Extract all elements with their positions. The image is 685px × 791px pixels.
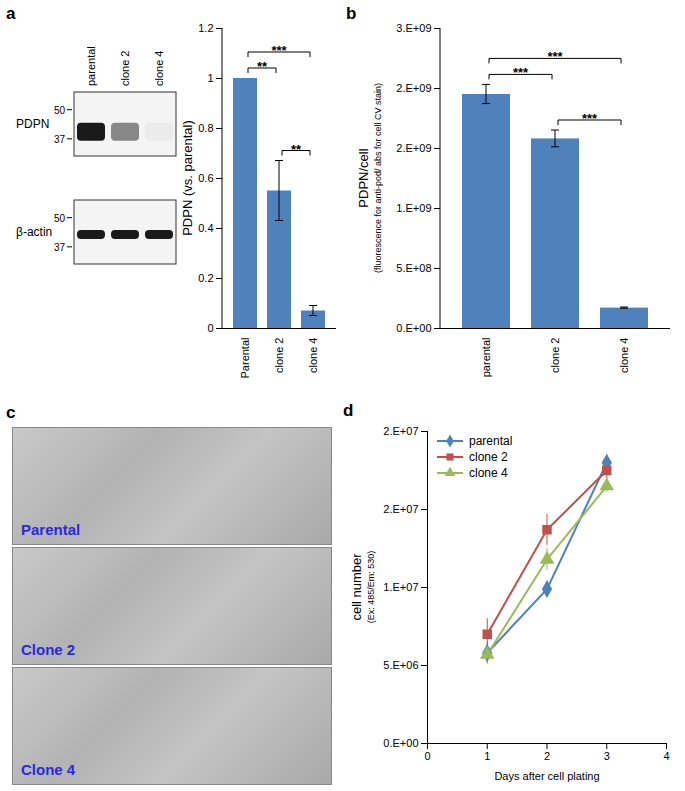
svg-text:***: *** [513, 65, 529, 80]
svg-text:0.E+00: 0.E+00 [396, 322, 431, 334]
svg-text:2.E+07: 2.E+07 [383, 425, 418, 437]
svg-text:***: *** [271, 43, 287, 58]
svg-text:1: 1 [207, 72, 213, 84]
svg-text:β-actin: β-actin [16, 225, 52, 239]
svg-text:***: *** [547, 49, 563, 64]
html-text:Clone 2: Clone 2 [21, 641, 76, 658]
html-text:c: c [6, 403, 16, 422]
html-text:Parental: Parental [21, 521, 81, 538]
svg-text:0.E+00: 0.E+00 [383, 737, 418, 749]
svg-text:**: ** [257, 59, 268, 74]
svg-text:PDPN: PDPN [16, 117, 49, 131]
svg-text:2.E+07: 2.E+07 [383, 503, 418, 515]
svg-text:(Ex: 485/Em: 530): (Ex: 485/Em: 530) [366, 551, 376, 624]
svg-text:(fluorescence for anti-pod/ ab: (fluorescence for anti-pod/ abs for cell… [373, 83, 383, 273]
svg-text:1.2: 1.2 [198, 22, 213, 34]
html-text:Clone 4: Clone 4 [21, 761, 76, 778]
svg-text:1.E+09: 1.E+09 [396, 202, 431, 214]
svg-text:2.E+09: 2.E+09 [396, 142, 431, 154]
svg-text:5.E+06: 5.E+06 [383, 659, 418, 671]
svg-text:1: 1 [484, 750, 490, 762]
svg-text:0: 0 [424, 750, 430, 762]
svg-text:PDPN (vs. parental): PDPN (vs. parental) [180, 120, 195, 236]
svg-text:PDPN/cell: PDPN/cell [356, 148, 371, 207]
svg-text:3.E+09: 3.E+09 [396, 22, 431, 34]
svg-text:2: 2 [544, 750, 550, 762]
svg-text:50: 50 [54, 105, 66, 116]
svg-text:clone 2: clone 2 [119, 51, 131, 86]
svg-text:0.6: 0.6 [198, 172, 213, 184]
svg-text:37: 37 [54, 242, 66, 253]
svg-text:4: 4 [663, 750, 669, 762]
html-text:clone 2: clone 2 [469, 450, 508, 464]
svg-text:2.E+09: 2.E+09 [396, 82, 431, 94]
svg-text:Days after cell plating: Days after cell plating [494, 770, 599, 782]
html-text:parental: parental [469, 434, 513, 448]
svg-text:0: 0 [207, 322, 213, 334]
html-text:d: d [343, 401, 354, 420]
svg-text:5.E+08: 5.E+08 [396, 262, 431, 274]
svg-text:1.E+07: 1.E+07 [383, 581, 418, 593]
svg-text:clone 2: clone 2 [549, 338, 561, 373]
svg-text:0.2: 0.2 [198, 272, 213, 284]
svg-text:3: 3 [604, 750, 610, 762]
svg-text:**: ** [291, 142, 302, 157]
html-text:b: b [346, 4, 357, 23]
svg-text:clone 2: clone 2 [273, 338, 285, 373]
svg-text:Parental: Parental [239, 338, 251, 379]
svg-text:parental: parental [85, 46, 97, 86]
svg-text:clone 4: clone 4 [618, 338, 630, 373]
svg-text:0.8: 0.8 [198, 122, 213, 134]
svg-text:cell number: cell number [349, 553, 364, 621]
svg-text:50: 50 [54, 213, 66, 224]
html-text:clone 4: clone 4 [469, 466, 508, 480]
svg-text:0.4: 0.4 [198, 222, 213, 234]
svg-text:37: 37 [54, 134, 66, 145]
svg-text:clone 4: clone 4 [307, 338, 319, 373]
svg-text:clone 4: clone 4 [153, 51, 165, 86]
html-text:a: a [6, 4, 16, 23]
svg-text:***: *** [582, 111, 598, 126]
svg-text:parental: parental [480, 338, 492, 378]
